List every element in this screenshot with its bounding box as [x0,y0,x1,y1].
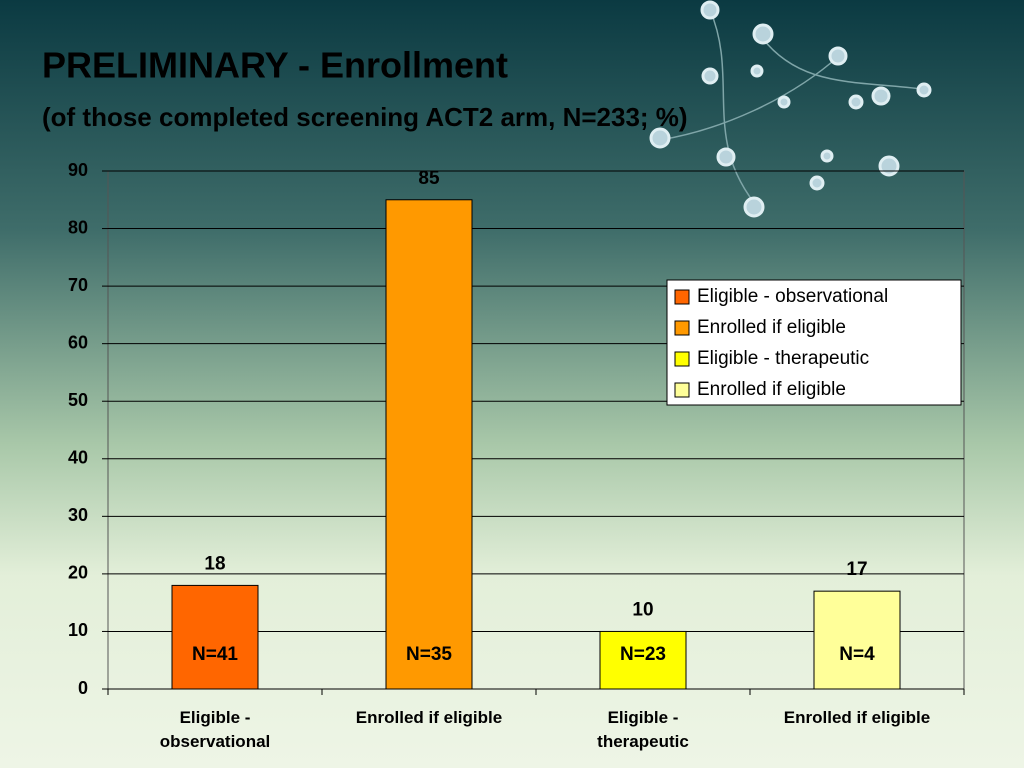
legend-label: Eligible - therapeutic [697,348,869,369]
x-tick-label: Enrolled if eligible [355,708,503,727]
y-tick-label: 90 [68,160,88,180]
y-tick-label: 80 [68,217,88,237]
x-tick-label: Eligible - observational [159,708,271,751]
y-tick-label: 30 [68,505,88,525]
legend-swatch [674,320,690,336]
bar [813,590,901,690]
legend-label: Enrolled if eligible [697,379,846,400]
x-tick-label: Eligible - therapeutic [597,708,689,751]
value-label: 85 [418,168,440,189]
y-tick-label: 70 [68,275,88,295]
bar [599,630,687,690]
legend-swatch [674,351,690,367]
bar [385,199,473,690]
y-tick-label: 0 [78,678,88,698]
legend-box [666,279,962,406]
x-tick-label: Enrolled if eligible [783,708,931,727]
bar-annotation: N=4 [839,644,875,665]
legend-swatch [674,382,690,398]
bar-annotation: N=35 [406,644,452,665]
y-tick-label: 50 [68,390,88,410]
legend-swatch [674,289,690,305]
decoration [649,0,932,218]
y-tick-label: 40 [68,448,88,468]
bar [171,584,259,690]
bar-annotation: N=41 [192,644,238,665]
legend-label: Eligible - observational [697,286,888,307]
value-label: 10 [632,599,653,620]
value-label: 17 [846,559,867,580]
bar-annotation: N=23 [620,644,666,665]
y-tick-label: 20 [68,563,88,583]
legend-label: Enrolled if eligible [697,317,846,338]
value-label: 18 [204,553,225,574]
y-tick-label: 60 [68,332,88,352]
chart-subtitle: (of those completed screening ACT2 arm, … [42,102,688,132]
y-tick-label: 10 [68,620,88,640]
chart-title: PRELIMINARY - Enrollment [42,45,508,86]
